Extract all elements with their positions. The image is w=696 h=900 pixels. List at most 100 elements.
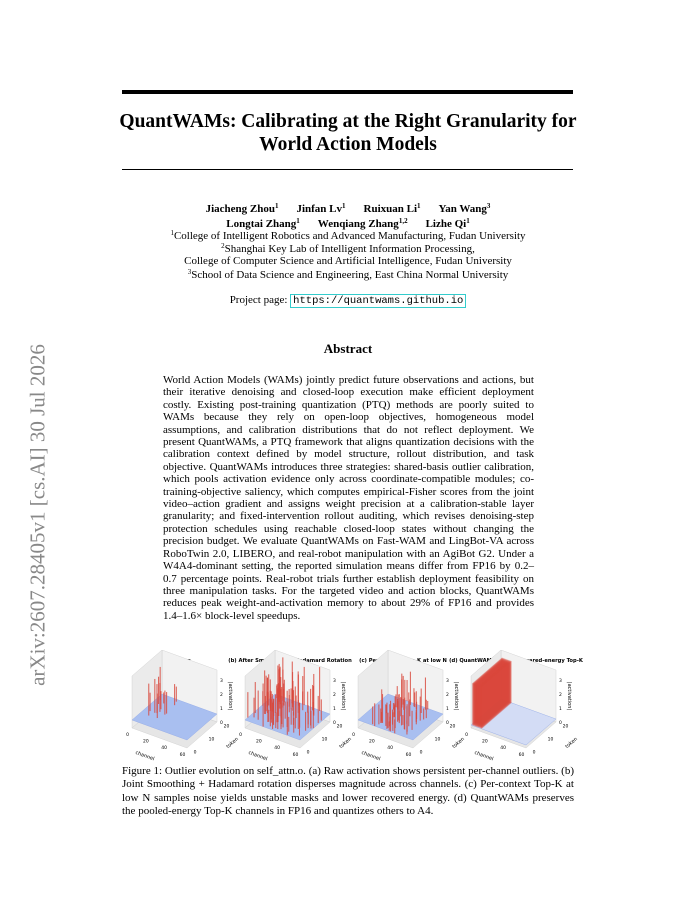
project-page: Project page: https://quantwams.github.i… [0,294,696,308]
author-affiliation: 1 [417,202,421,210]
outlier-block [477,659,508,728]
y-tick-label: 20 [450,723,456,729]
affiliation-text: Shanghai Key Lab of Intelligent Informat… [224,243,475,255]
outlier-block [481,660,512,729]
author: Jinfan Lv1 [296,202,346,215]
z-tick-label: 2 [333,692,336,698]
x-tick-label: 40 [274,745,280,751]
outlier-block [477,659,508,728]
abstract-body: World Action Models (WAMs) jointly predi… [163,374,534,622]
author-affiliation: 1 [296,217,300,225]
y-tick-label: 10 [209,736,215,742]
y-tick-label: 20 [337,723,343,729]
z-axis-label: |activation| [566,682,572,710]
z-tick-label: 3 [333,678,336,684]
outlier-block [472,657,503,726]
affiliation-number: 2 [221,242,225,250]
outlier-block [476,658,507,727]
z-axis-label: |activation| [453,682,459,710]
title-line: World Action Models [259,134,437,155]
outlier-block [480,660,511,729]
y-axis-label: token [338,736,353,750]
outlier-block [476,658,507,727]
x-tick-label: 60 [180,752,186,758]
top-rule [122,90,573,94]
y-tick-label: 0 [194,749,197,755]
author-name: Ruixuan Li [363,203,418,215]
author: Ruixuan Li1 [363,202,421,215]
x-tick-label: 40 [161,745,167,751]
affiliation: College of Computer Science and Artifici… [0,255,696,267]
y-tick-label: 10 [322,736,328,742]
outlier-block [480,660,511,729]
x-tick-label: 60 [293,752,299,758]
z-tick-label: 3 [559,678,562,684]
abstract-heading: Abstract [323,341,373,356]
z-tick-label: 3 [446,678,449,684]
z-tick-label: 1 [220,706,223,712]
outlier-block [479,659,510,728]
outlier-block [474,658,505,727]
outlier-block [476,659,507,728]
outlier-block [477,659,508,728]
affiliation-text: College of Intelligent Robotics and Adva… [173,230,526,242]
x-tick-label: 40 [500,745,506,751]
outlier-block [472,657,503,726]
author-affiliation: 1 [342,202,346,210]
title-rule [122,169,573,170]
outlier-block [478,659,509,728]
affiliation-number: 3 [187,268,192,276]
affiliation-text: School of Data Science and Engineering, … [191,269,509,281]
x-axis-label: channel [247,750,268,762]
author: Jiacheng Zhou1 [205,202,279,215]
y-axis-label: token [451,736,466,750]
outlier-block [475,658,506,727]
project-url[interactable]: https://quantwams.github.io [290,294,467,308]
author-name: Jinfan Lv [296,203,343,215]
y-axis-label: token [225,736,240,750]
author: Wenqiang Zhang1,2 [318,217,408,230]
author-affiliation: 1 [466,217,470,225]
outlier-block [472,657,503,726]
author-name: Jiacheng Zhou [205,203,275,215]
author-row: Longtai Zhang1 Wenqiang Zhang1,2 Lizhe Qi1 [0,217,696,230]
outlier-block [479,660,510,729]
figure: (a) Raw x0204060channel01020token0123|ac… [126,650,584,762]
author-row: Jiacheng Zhou1 Jinfan Lv1 Ruixuan Li1 Yan W… [0,202,696,215]
outlier-block [473,657,504,726]
author: Longtai Zhang1 [226,217,300,230]
z-tick-label: 0 [220,720,223,726]
x-tick-label: 40 [387,745,393,751]
author-name: Lizhe Qi [425,218,467,230]
x-tick-label: 20 [369,739,375,745]
x-tick-label: 60 [519,752,525,758]
outlier-block [480,660,511,729]
outlier-block [475,658,506,727]
x-tick-label: 20 [143,739,149,745]
y-tick-label: 20 [224,723,230,729]
z-tick-label: 1 [446,706,449,712]
affiliation: 1College of Intelligent Robotics and Adv… [0,229,696,242]
author-name: Longtai Zhang [226,218,297,230]
y-axis-label: token [564,736,579,750]
outlier-block [474,658,505,727]
outlier-block [473,658,504,726]
author-affiliation: 1,2 [398,217,408,225]
x-tick-label: 20 [482,739,488,745]
x-tick-label: 20 [256,739,262,745]
z-tick-label: 3 [220,678,223,684]
y-tick-label: 0 [420,749,423,755]
y-tick-label: 10 [548,736,554,742]
z-tick-label: 2 [559,692,562,698]
outlier-block [475,658,506,727]
outlier-block [479,660,510,729]
project-label: Project page: [229,294,288,306]
outlier-block [474,658,505,727]
outlier-block [481,660,512,729]
arxiv-sidebar: arXiv:2607.28405v1 [cs.AI] 30 Jul 2026 [25,344,50,686]
x-tick-label: 0 [239,732,242,738]
x-axis-label: channel [473,750,494,762]
author-affiliation: 1 [274,202,279,210]
x-tick-label: 0 [126,732,129,738]
